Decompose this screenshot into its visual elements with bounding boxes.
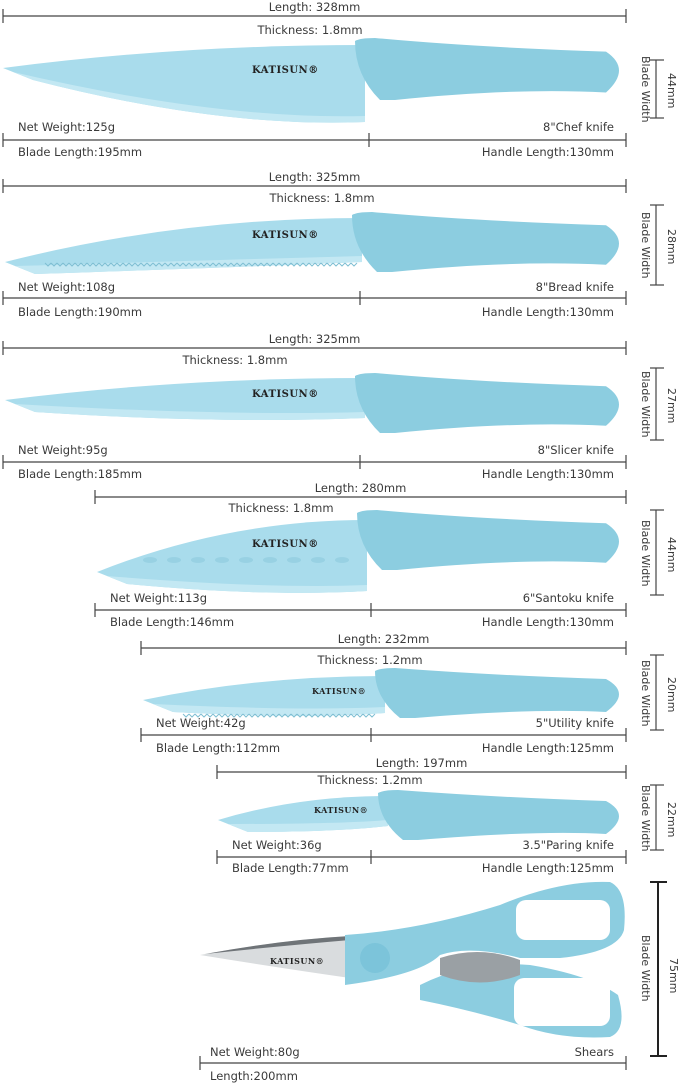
knife-blade — [3, 45, 365, 123]
net-weight-label: Net Weight:80g — [210, 1045, 300, 1059]
knife-name-label: 8"Chef knife — [543, 120, 614, 134]
blade-width-label: Blade Width — [639, 519, 652, 587]
net-weight-label: Net Weight:125g — [18, 120, 116, 134]
granton-dimple — [311, 557, 325, 563]
blade-width-value: 22mm — [665, 801, 678, 837]
granton-dimple — [167, 557, 181, 563]
length-label: Length: 197mm — [375, 756, 468, 770]
blade-length-label: Blade Length:146mm — [110, 615, 235, 629]
knife-edge — [13, 72, 365, 123]
brand-logo: KATISUN® — [252, 389, 319, 400]
knife-handle — [355, 38, 619, 100]
knife-handle — [378, 790, 619, 840]
length-label: Length: 328mm — [268, 0, 361, 14]
blade-width-label: Blade Width — [639, 659, 652, 727]
thickness-label: Thickness: 1.8mm — [257, 23, 363, 37]
knife-handle — [352, 212, 619, 272]
knife-edge — [107, 576, 367, 593]
length-label: Length: 325mm — [268, 332, 361, 346]
blade-width-value: 28mm — [665, 229, 678, 265]
knife-handle — [375, 668, 619, 718]
blade-width-value: 44mm — [665, 73, 678, 109]
thickness-label: Thickness: 1.2mm — [317, 653, 423, 667]
blade-width-label: Blade Width — [639, 371, 652, 438]
blade-width-value: 75mm — [667, 958, 679, 994]
brand-logo: KATISUN® — [252, 65, 319, 77]
granton-dimple — [239, 557, 253, 563]
blade-length-label: Blade Length:190mm — [18, 305, 143, 319]
net-weight-label: Net Weight:95g — [18, 443, 108, 457]
knife-name-label: 6"Santoku knife — [522, 591, 614, 605]
length-label: Length: 325mm — [268, 170, 361, 184]
handle-length-label: Handle Length:130mm — [481, 305, 614, 319]
brand-logo: KATISUN® — [312, 686, 367, 697]
knife-edge — [15, 404, 365, 420]
blade-width-label: Blade Width — [639, 56, 652, 123]
granton-dimple — [143, 557, 157, 563]
thickness-label: Thickness: 1.8mm — [182, 353, 288, 367]
knife-name-label: 8"Bread knife — [535, 280, 614, 294]
blade-width-value: 27mm — [665, 388, 678, 424]
serrated-edge — [182, 713, 376, 718]
thickness-label: Thickness: 1.2mm — [317, 773, 423, 787]
blade-length-label: Blade Length:77mm — [232, 861, 349, 875]
blade-width-value: 20mm — [665, 676, 678, 712]
serrated-edge — [44, 262, 358, 267]
brand-logo: KATISUN® — [314, 804, 369, 815]
knife-name-label: 5"Utility knife — [535, 716, 614, 730]
length-label: Length:200mm — [210, 1069, 298, 1083]
handle-length-label: Handle Length:130mm — [481, 145, 614, 159]
blade-width-label: Blade Width — [639, 212, 652, 279]
blade-width-value: 44mm — [665, 536, 678, 572]
granton-dimple — [191, 557, 205, 563]
blade-width-label: Blade Width — [639, 784, 652, 852]
shears-blade — [200, 936, 350, 978]
brand-logo: KATISUN® — [252, 538, 319, 550]
knife-name-label: 3.5"Paring knife — [522, 838, 614, 852]
knife-edge — [15, 256, 362, 274]
knife-handle — [357, 510, 619, 570]
shears-name-label: Shears — [574, 1045, 614, 1059]
shears-gripper — [440, 951, 520, 983]
net-weight-label: Net Weight:42g — [156, 716, 246, 730]
knife-handle — [355, 373, 619, 433]
knife-name-label: 8"Slicer knife — [537, 443, 614, 457]
granton-dimple — [263, 557, 277, 563]
blade-width-label: Blade Width — [639, 935, 652, 1002]
brand-logo: KATISUN® — [252, 230, 319, 241]
thickness-label: Thickness: 1.8mm — [269, 191, 375, 205]
length-label: Length: 232mm — [337, 632, 430, 646]
knife-blade — [143, 676, 385, 716]
net-weight-label: Net Weight:36g — [232, 838, 322, 852]
handle-length-label: Handle Length:125mm — [481, 741, 614, 755]
brand-logo: KATISUN® — [270, 956, 325, 966]
thickness-label: Thickness: 1.8mm — [228, 501, 334, 515]
knife-blade — [97, 520, 367, 593]
shears-pivot — [360, 943, 390, 973]
length-label: Length: 280mm — [314, 481, 407, 495]
granton-dimple — [215, 557, 229, 563]
handle-length-label: Handle Length:130mm — [481, 615, 614, 629]
knife-edge — [228, 820, 388, 832]
net-weight-label: Net Weight:113g — [110, 591, 208, 605]
handle-length-label: Handle Length:130mm — [481, 467, 614, 481]
knife-edge — [153, 704, 385, 716]
blade-length-label: Blade Length:185mm — [18, 467, 143, 481]
shears-serration — [205, 936, 350, 954]
shears-finger-loop — [514, 978, 610, 1026]
net-weight-label: Net Weight:108g — [18, 280, 116, 294]
granton-dimple — [287, 557, 301, 563]
blade-length-label: Blade Length:112mm — [156, 741, 281, 755]
shears-finger-loop — [516, 900, 610, 940]
granton-dimple — [335, 557, 349, 563]
blade-length-label: Blade Length:195mm — [18, 145, 143, 159]
handle-length-label: Handle Length:125mm — [481, 861, 614, 875]
